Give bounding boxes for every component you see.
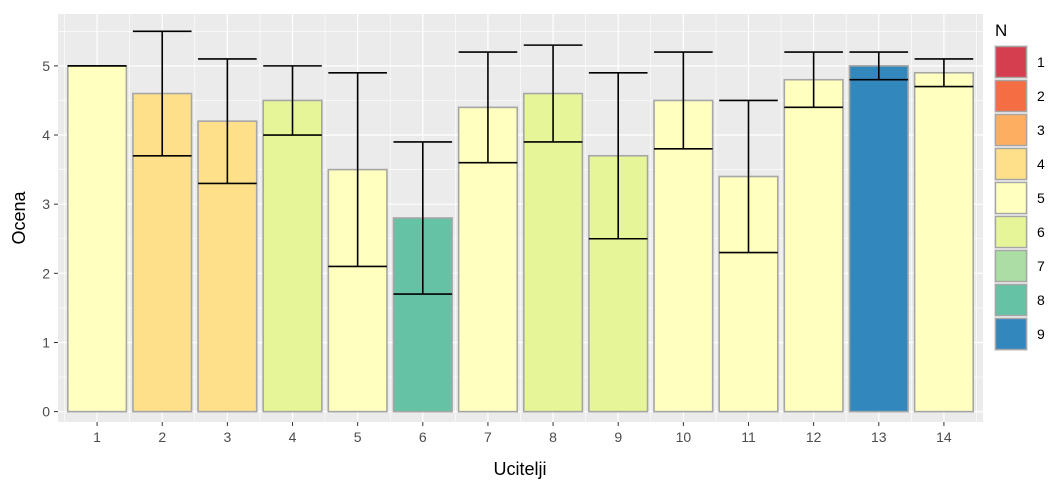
legend-key [994, 317, 1028, 351]
y-tick-label: 4 [42, 127, 50, 143]
bar [848, 65, 909, 413]
legend-label: 9 [1037, 326, 1045, 342]
bar [66, 65, 128, 413]
legend-label: 7 [1037, 258, 1045, 274]
y-tick-label: 3 [42, 196, 50, 212]
error-bar [523, 44, 583, 143]
legend-key [994, 45, 1028, 79]
error-bar [198, 58, 257, 185]
x-tick-label: 7 [484, 429, 492, 445]
error-bar [588, 71, 648, 240]
legend-label: 1 [1037, 54, 1045, 70]
error-bar [328, 71, 387, 268]
x-tick-label: 6 [419, 429, 427, 445]
x-tick-label: 1 [93, 429, 101, 445]
x-tick-label: 14 [936, 429, 952, 445]
legend-title: N [995, 21, 1007, 40]
y-axis: 0 1 2 3 4 5 [42, 58, 58, 420]
error-bar [458, 51, 518, 164]
error-bar [784, 51, 843, 109]
y-tick-label: 0 [42, 404, 50, 420]
error-bar [132, 30, 192, 157]
x-tick-label: 2 [158, 429, 166, 445]
x-tick-label: 5 [354, 429, 362, 445]
error-bar [393, 141, 453, 295]
x-tick-label: 11 [741, 429, 756, 445]
legend-label: 6 [1037, 224, 1045, 240]
bar [913, 71, 975, 413]
bar [522, 92, 584, 413]
y-tick-label: 1 [42, 334, 50, 350]
error-bars [67, 30, 974, 295]
x-tick-label: 10 [676, 429, 692, 445]
legend-label: 8 [1037, 292, 1045, 308]
legend-label: 4 [1037, 156, 1045, 172]
x-tick-label: 13 [871, 429, 887, 445]
x-axis-title: Ucitelji [493, 459, 546, 479]
bar [653, 99, 714, 413]
legend-key [994, 215, 1028, 249]
x-tick-label: 3 [223, 429, 231, 445]
x-tick-label: 9 [614, 429, 622, 445]
error-bar [719, 99, 778, 254]
legend-key [994, 113, 1028, 147]
legend-label: 5 [1037, 190, 1045, 206]
x-tick-label: 8 [549, 429, 557, 445]
legend: N 1 2 3 4 5 6 7 8 9 [994, 21, 1045, 351]
x-tick-label: 12 [806, 429, 822, 445]
legend-label: 3 [1037, 122, 1045, 138]
bar [783, 78, 844, 413]
y-tick-label: 5 [42, 58, 50, 74]
error-bar [263, 65, 322, 136]
legend-key [994, 147, 1028, 181]
error-bar [914, 58, 974, 88]
legend-key [994, 249, 1028, 283]
bars [66, 65, 975, 413]
error-bar [654, 51, 713, 150]
bar [262, 99, 323, 413]
x-axis: 1 2 3 4 5 6 7 8 9 10 11 12 13 14 [93, 422, 952, 445]
legend-key [994, 79, 1028, 113]
legend-key [994, 283, 1028, 317]
legend-label: 2 [1037, 88, 1045, 104]
y-tick-label: 2 [42, 265, 50, 281]
x-tick-label: 4 [289, 429, 297, 445]
error-bar [849, 51, 909, 81]
legend-key [994, 181, 1028, 215]
y-axis-title: Ocena [9, 191, 29, 245]
